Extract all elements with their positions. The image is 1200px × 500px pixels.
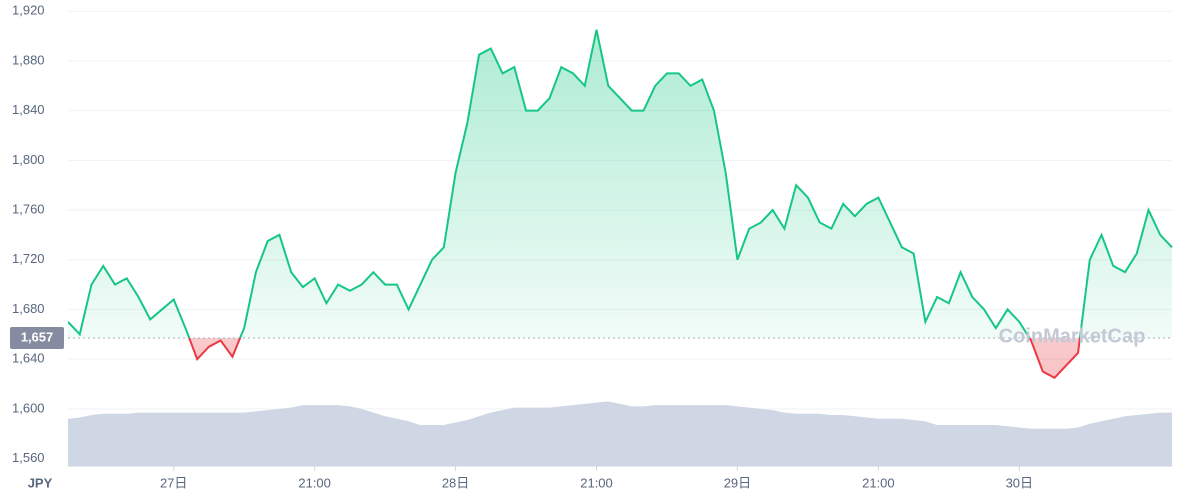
y-tick-label: 1,720: [12, 251, 45, 266]
y-tick-label: 1,640: [12, 351, 45, 366]
x-tick-label: 21:00: [580, 475, 613, 490]
plot: [10, 29, 1173, 466]
x-tick-label: 28日: [442, 475, 469, 490]
volume-area: [68, 401, 1172, 466]
y-tick-label: 1,600: [12, 400, 45, 415]
x-tick-label: 27日: [160, 475, 187, 490]
baseline-label-box: [10, 327, 64, 350]
y-tick-label: 1,920: [12, 3, 45, 18]
y-tick-label: 1,800: [12, 152, 45, 167]
x-tick-label: 29日: [724, 475, 751, 490]
area-up: [68, 29, 1172, 339]
x-tick-label: 21:00: [298, 475, 331, 490]
y-tick-label: 1,760: [12, 201, 45, 216]
watermark: CoinMarketCap: [999, 325, 1146, 347]
x-tick-label: 21:00: [862, 475, 895, 490]
currency-label: JPY: [28, 475, 53, 490]
y-tick-label: 1,680: [12, 301, 45, 316]
x-tick-label: 30日: [1006, 475, 1033, 490]
y-tick-label: 1,840: [12, 102, 45, 117]
y-tick-label: 1,880: [12, 52, 45, 67]
price-line-up: [68, 29, 1173, 339]
y-tick-label: 1,560: [12, 450, 45, 465]
baseline-label: 1,657: [21, 329, 54, 344]
